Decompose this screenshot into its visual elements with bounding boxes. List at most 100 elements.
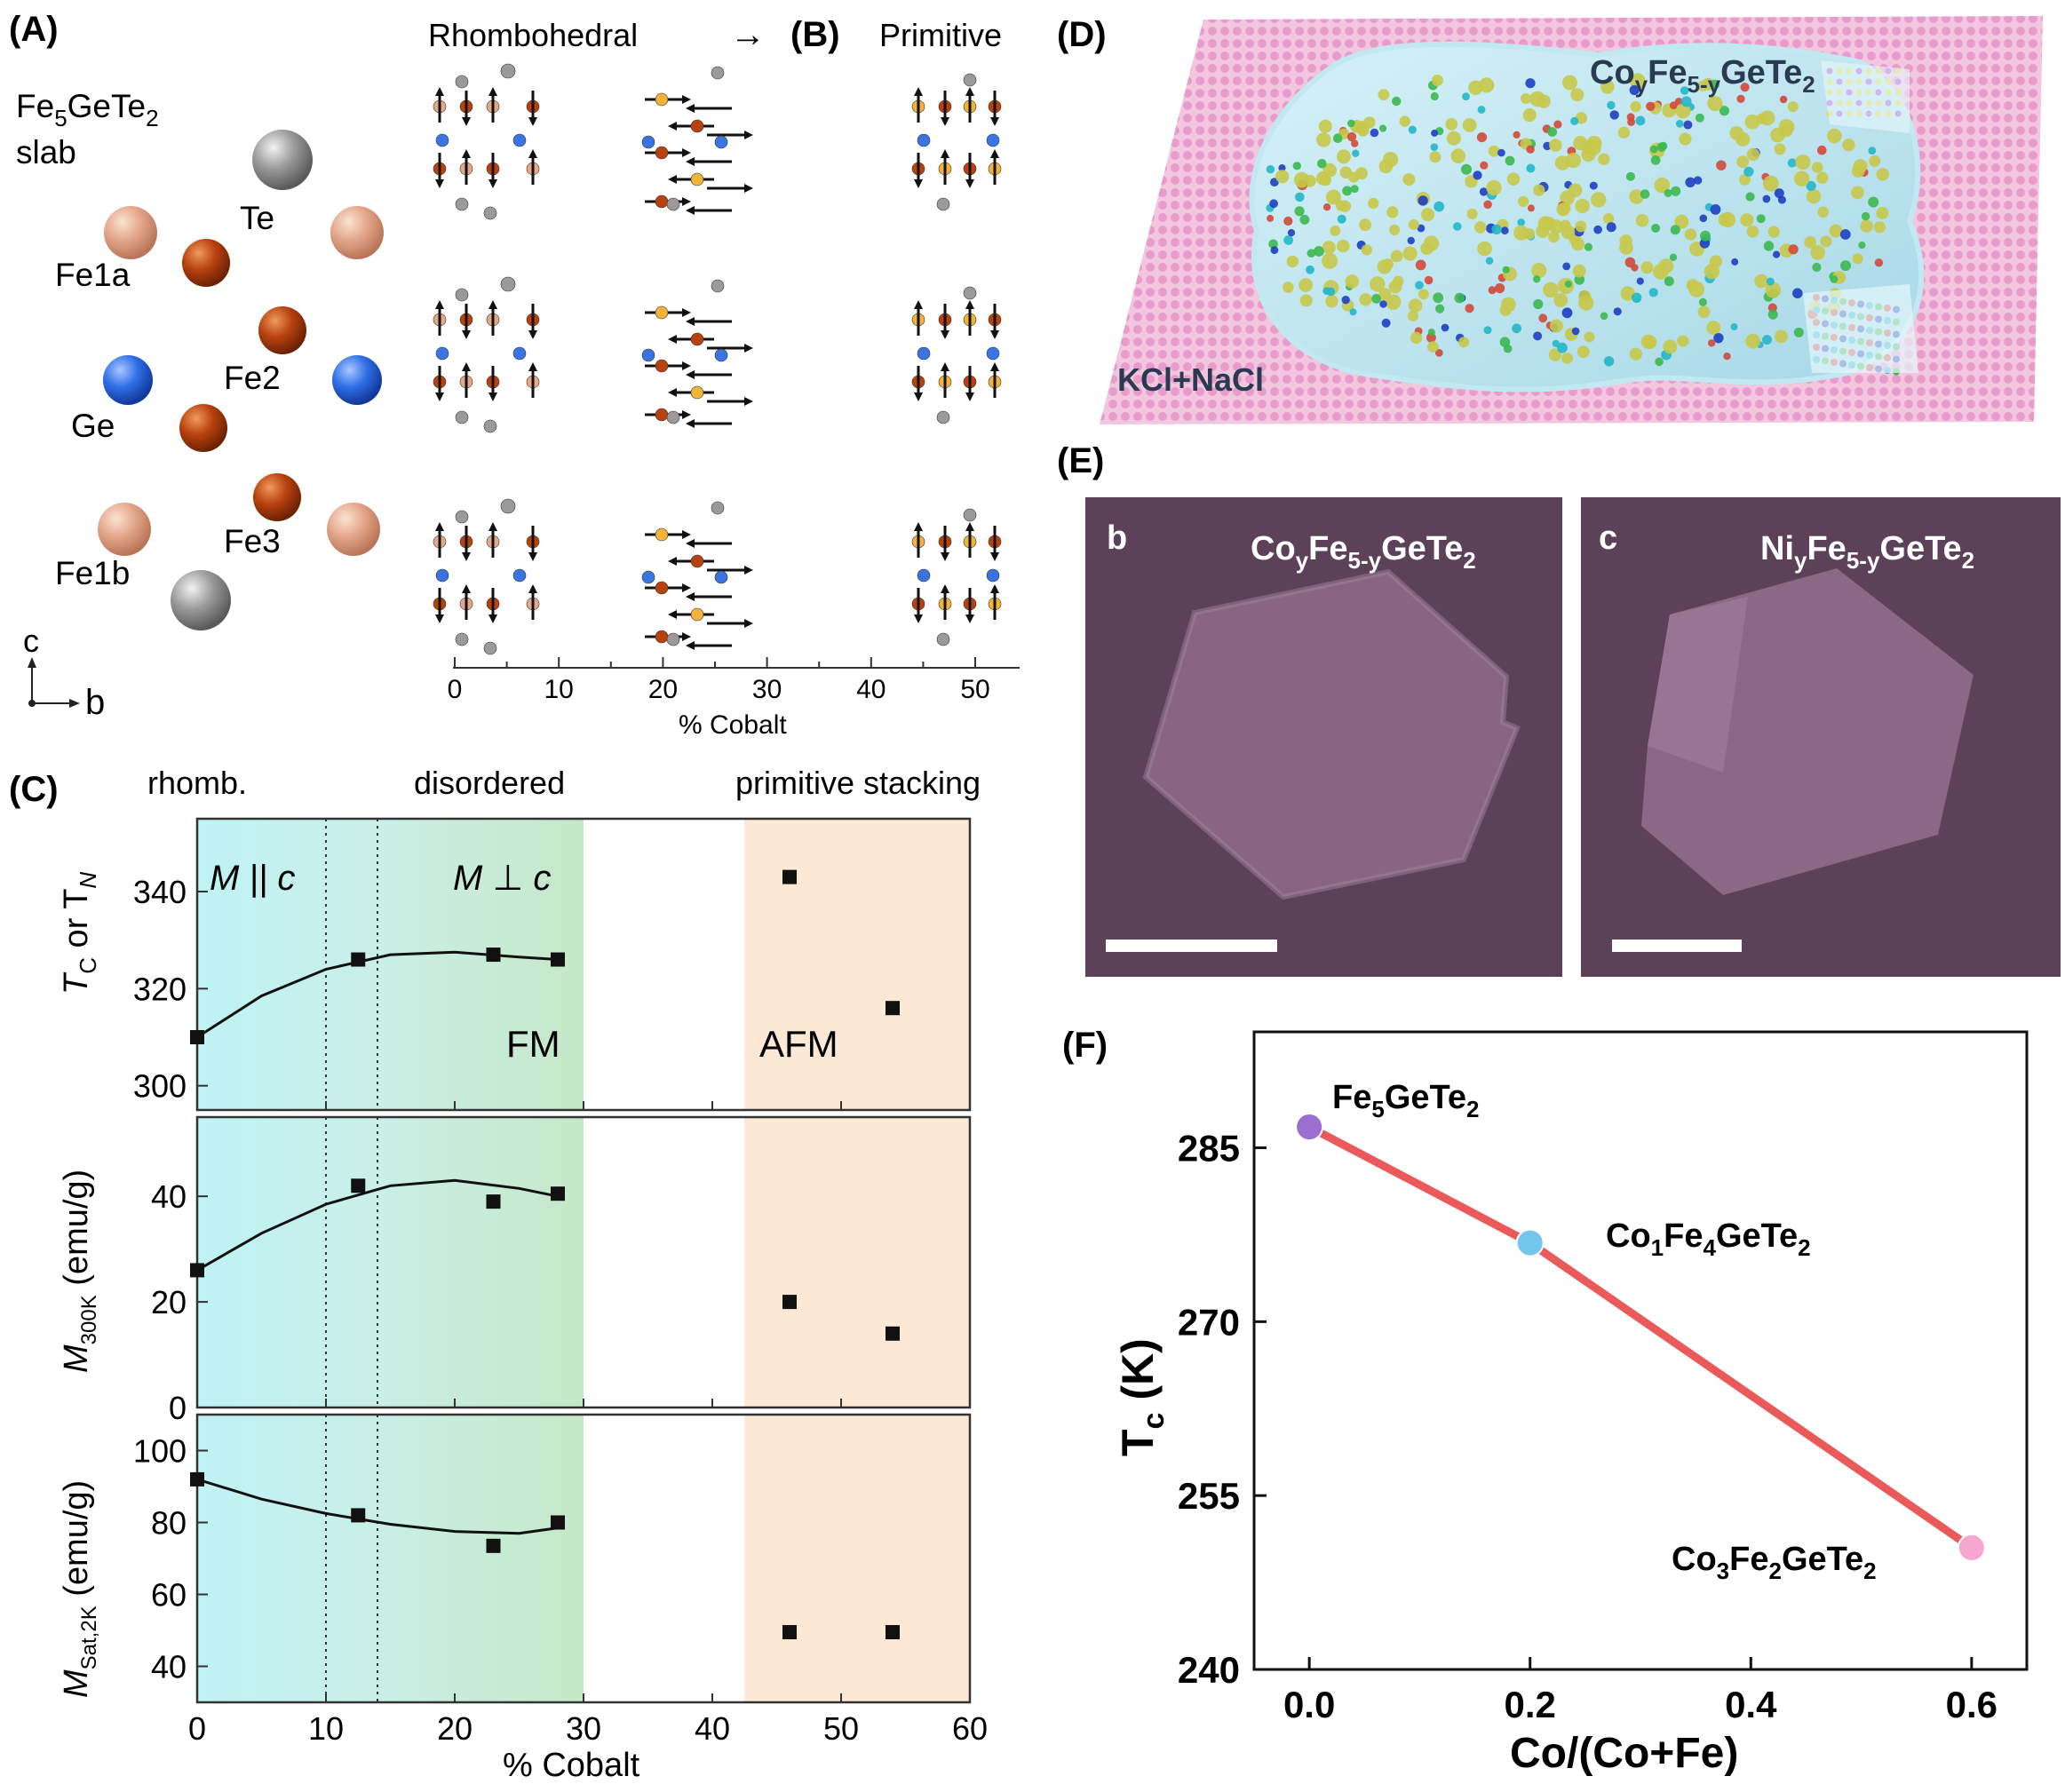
f-y-tick-label: 285 — [1178, 1128, 1240, 1170]
spin-atom — [641, 135, 655, 149]
atom-dot — [1352, 149, 1360, 157]
atom-dot — [1347, 119, 1355, 128]
atom-dot — [1430, 143, 1439, 151]
atom-dot — [1485, 257, 1494, 266]
spin-arrowhead — [965, 87, 974, 96]
atom-dot — [1292, 162, 1302, 170]
b-tick-label: 40 — [856, 675, 886, 704]
region-disordered: disordered — [414, 765, 565, 801]
atom-dot — [1810, 245, 1825, 260]
y-tick-label: 60 — [151, 1577, 187, 1614]
atom-dot — [1269, 199, 1278, 209]
ge-label: Ge — [71, 408, 115, 444]
annot-m-parallel: M || c — [210, 859, 295, 898]
atom-dot — [1341, 296, 1350, 305]
spin-atom — [483, 206, 497, 220]
atom-dot — [1348, 171, 1360, 183]
atom-dot — [1684, 228, 1697, 241]
atom-dot — [1730, 323, 1738, 330]
atom-dot — [1315, 170, 1330, 186]
atom-dot — [1299, 278, 1313, 292]
atom-dot — [1547, 127, 1558, 137]
data-point-afm — [886, 1625, 900, 1640]
atom-dot — [1609, 110, 1619, 120]
spin-arrowhead — [914, 87, 923, 96]
atom-dot — [1591, 192, 1607, 208]
panel-a-label: (A) — [9, 10, 59, 49]
atom-dot — [1697, 80, 1709, 91]
atom-dot — [1842, 139, 1855, 152]
atom-dot — [1561, 307, 1573, 319]
spin-arrowhead — [682, 148, 691, 157]
spin-arrowhead — [682, 308, 691, 317]
atom-dot — [1685, 177, 1696, 187]
atom-dot — [1386, 294, 1402, 310]
spin-arrowhead — [435, 615, 444, 623]
spin-arrowhead — [914, 522, 923, 531]
spin-arrowhead — [744, 131, 753, 139]
atom-dot — [1299, 214, 1310, 225]
fe2-atom-bottom — [179, 404, 227, 452]
atom-dot — [1278, 164, 1286, 172]
atom-dot — [1762, 335, 1772, 345]
region-rhomb: rhomb. — [147, 765, 247, 801]
atom-dot — [1570, 116, 1579, 125]
atom-dot — [1486, 179, 1502, 196]
atom-dot — [1533, 331, 1543, 341]
atom-dot — [1575, 198, 1590, 214]
panel-e-label: (E) — [1057, 441, 1104, 480]
atom-dot — [1629, 189, 1644, 204]
y-tick-label: 320 — [133, 971, 187, 1007]
spin-atom — [917, 346, 931, 361]
data-point-fm — [551, 952, 565, 967]
atom-dot — [1415, 259, 1426, 271]
b-tick-label: 50 — [960, 675, 989, 704]
spin-atom — [655, 581, 669, 595]
co-crystal-edge — [1142, 568, 1521, 900]
atom-dot — [1548, 231, 1560, 243]
spin-arrowhead — [435, 300, 444, 309]
x-tick-label: 0 — [188, 1710, 206, 1747]
atom-dot — [1775, 329, 1788, 344]
atom-dot — [1710, 79, 1720, 90]
atom-dot — [1266, 165, 1275, 174]
atom-dot — [1316, 132, 1331, 147]
c-xlabel: % Cobalt — [503, 1747, 640, 1784]
spin-arrowhead — [682, 583, 691, 592]
micrograph-ni-letter: c — [1599, 519, 1617, 557]
atom-dot — [1483, 200, 1492, 210]
fe1a-label: Fe1a — [55, 257, 131, 293]
atom-dot — [1607, 100, 1616, 110]
lattice-corner-top — [1821, 60, 1910, 133]
spin-arrowhead — [686, 104, 695, 113]
atom-dot — [1646, 101, 1656, 112]
spin-atom — [936, 410, 950, 424]
atom-dot — [1779, 95, 1788, 104]
data-point-fm — [486, 1538, 501, 1553]
atom-dot — [1533, 184, 1545, 196]
flake-formula: CoyFe5-yGeTe2 — [1590, 54, 1815, 98]
atom-dot — [1322, 241, 1336, 255]
atom-dot — [1378, 89, 1390, 100]
spin-atom — [512, 133, 527, 147]
atom-dot — [1716, 160, 1727, 170]
f-x-tick-label: 0.0 — [1283, 1684, 1335, 1725]
spin-atom — [655, 92, 669, 107]
atom-dot — [1697, 305, 1711, 319]
spin-atom — [455, 632, 469, 646]
fe-atom — [182, 239, 230, 287]
atom-dot — [1817, 206, 1829, 218]
atom-dot — [1816, 171, 1829, 184]
atom-dot — [1474, 221, 1487, 234]
atom-dot — [1417, 224, 1426, 233]
spin-atom — [690, 119, 704, 133]
atom-dot — [1402, 173, 1416, 186]
spin-arrowhead — [488, 392, 497, 401]
ni-crystal-step — [1648, 597, 1748, 773]
y-tick-label: 300 — [133, 1068, 187, 1105]
spin-atom — [690, 554, 704, 568]
spin-atom — [455, 510, 469, 524]
atom-dot — [1720, 211, 1736, 227]
spin-arrowhead — [488, 615, 497, 623]
b-tick-label: 0 — [448, 675, 463, 704]
